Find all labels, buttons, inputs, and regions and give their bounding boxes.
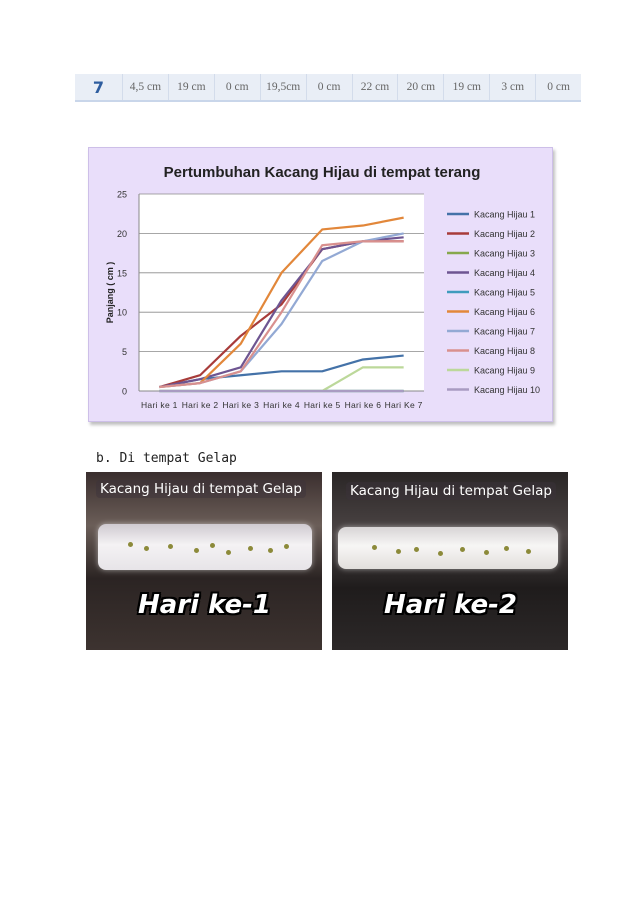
legend-label: Kacang Hijau 6: [474, 307, 535, 317]
x-tick-label: Hari ke 6: [345, 400, 382, 410]
table-cell: 19 cm: [167, 74, 214, 100]
photo-title: Kacang Hijau di tempat Gelap: [346, 482, 556, 500]
y-tick-label: 5: [122, 347, 127, 357]
seed: [504, 546, 509, 551]
x-tick-label: Hari ke 5: [304, 400, 341, 410]
seed: [372, 545, 377, 550]
x-tick-label: Hari ke 2: [182, 400, 219, 410]
seed-tray: [338, 527, 558, 569]
chart-title: Pertumbuhan Kacang Hijau di tempat teran…: [164, 164, 481, 181]
y-tick-label: 25: [117, 190, 127, 200]
table-row: 7 4,5 cm 19 cm 0 cm 19,5cm 0 cm 22 cm 20…: [75, 74, 581, 102]
table-cell: 22 cm: [351, 74, 398, 100]
photo-title: Kacang Hijau di tempat Gelap: [96, 480, 306, 498]
table-cell: 19 cm: [443, 74, 489, 100]
seed: [144, 546, 149, 551]
legend-label: Kacang Hijau 9: [474, 366, 535, 376]
legend-label: Kacang Hijau 1: [474, 210, 535, 220]
photo-day-2: Kacang Hijau di tempat Gelap Hari ke-2: [332, 472, 568, 650]
day-label: Hari ke-2: [384, 590, 517, 620]
seed: [248, 546, 253, 551]
table-cell: 0 cm: [305, 74, 352, 100]
x-tick-label: Hari ke 1: [141, 400, 178, 410]
legend-label: Kacang Hijau 10: [474, 385, 540, 395]
seed-tray: [98, 524, 312, 570]
y-tick-label: 20: [117, 229, 127, 239]
seed: [484, 550, 489, 555]
photo-day-1: Kacang Hijau di tempat Gelap Hari ke-1: [86, 472, 322, 650]
table-cell: 0 cm: [213, 74, 260, 100]
y-axis-label: Panjang ( cm ): [105, 262, 115, 324]
legend-label: Kacang Hijau 2: [474, 229, 535, 239]
seed: [284, 544, 289, 549]
seed: [396, 549, 401, 554]
day-label: Hari ke-1: [138, 590, 271, 620]
growth-chart: Pertumbuhan Kacang Hijau di tempat teran…: [88, 147, 553, 422]
legend-label: Kacang Hijau 3: [474, 249, 535, 259]
chart-svg: Pertumbuhan Kacang Hijau di tempat teran…: [105, 164, 540, 410]
seed: [226, 550, 231, 555]
x-tick-label: Hari Ke 7: [385, 400, 423, 410]
table-cell: 3 cm: [489, 74, 535, 100]
legend-label: Kacang Hijau 5: [474, 288, 535, 298]
seed: [414, 547, 419, 552]
seed: [194, 548, 199, 553]
table-cell: 20 cm: [397, 74, 443, 100]
y-tick-label: 15: [117, 268, 127, 278]
x-tick-label: Hari ke 3: [222, 400, 259, 410]
legend-label: Kacang Hijau 4: [474, 268, 535, 278]
seed: [268, 548, 273, 553]
series-line-8: [159, 240, 404, 389]
y-tick-label: 10: [117, 308, 127, 318]
table-cell: 0 cm: [535, 74, 581, 100]
plot-area: [139, 194, 424, 391]
section-heading: b. Di tempat Gelap: [96, 451, 237, 466]
seed: [460, 547, 465, 552]
row-number: 7: [92, 77, 105, 97]
seed: [210, 543, 215, 548]
seed: [168, 544, 173, 549]
legend-label: Kacang Hijau 8: [474, 346, 535, 356]
seed: [526, 549, 531, 554]
seed: [128, 542, 133, 547]
y-tick-label: 0: [122, 387, 127, 397]
table-cell: 4,5 cm: [122, 74, 168, 100]
legend-label: Kacang Hijau 7: [474, 327, 535, 337]
seed: [438, 551, 443, 556]
x-tick-label: Hari ke 4: [263, 400, 300, 410]
table-cell: 19,5cm: [259, 74, 306, 100]
